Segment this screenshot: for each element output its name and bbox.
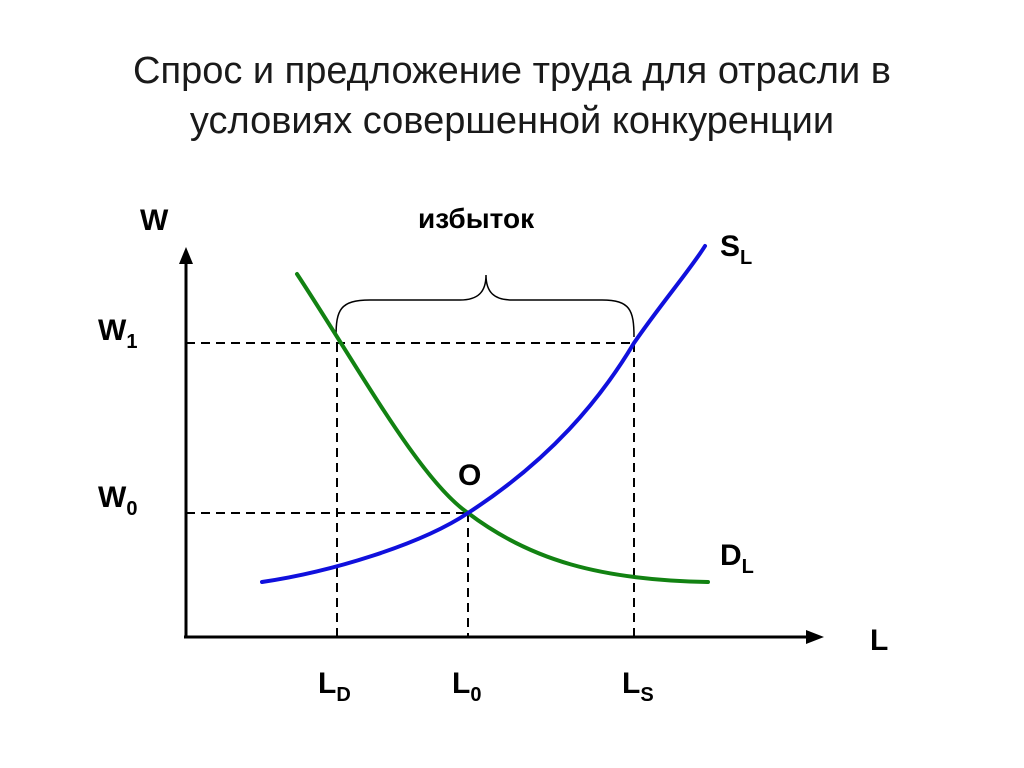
w0-label: W0 [98,481,137,520]
demand-curve-label: DL [720,539,754,578]
ld-label: LD [318,667,351,706]
l0-label: L0 [452,667,481,706]
title-line-2: условиях совершенной конкуренции [189,100,835,142]
supply-curve-label: SL [720,230,752,269]
y-axis-arrow-icon [179,247,193,264]
w1-label: W1 [98,314,137,353]
demand-curve [295,272,710,584]
y-axis-label: W [140,204,169,237]
supply-curve [260,244,707,584]
equilibrium-label: O [458,459,481,492]
x-axis-arrow-icon [806,630,824,644]
surplus-label: избыток [418,203,535,234]
ls-label: LS [622,667,654,706]
title-line-1: Спрос и предложение труда для отрасли в [133,50,891,92]
x-axis-label: L [870,624,888,657]
slide-title: Спрос и предложение труда для отрасли в … [0,46,1024,146]
surplus-brace [335,274,635,338]
